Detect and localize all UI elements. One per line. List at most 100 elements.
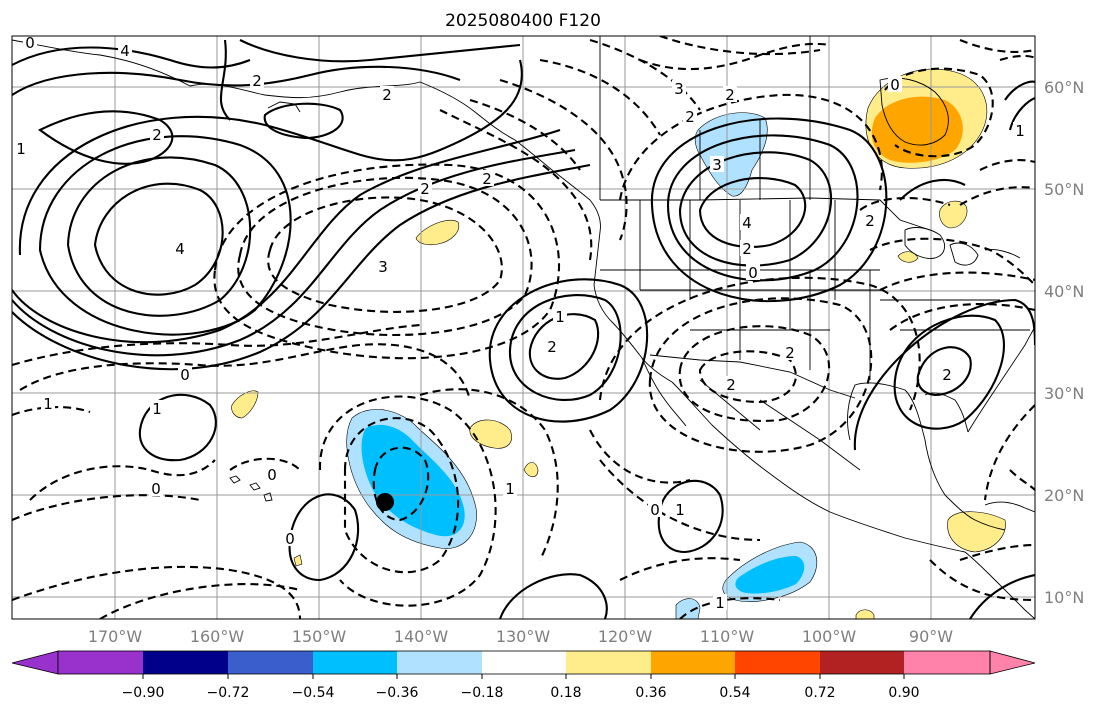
map-title: 2025080400 F120 xyxy=(445,11,601,31)
positive-anomaly-hudson xyxy=(871,96,963,163)
contour-label: 0 xyxy=(888,76,902,94)
coastlines xyxy=(12,39,1035,619)
svg-text:−0.36: −0.36 xyxy=(376,685,419,701)
positive-anomaly-patch-8 xyxy=(293,554,303,567)
svg-text:130°W: 130°W xyxy=(496,627,551,646)
contour-label: 3 xyxy=(376,258,390,276)
colorbar-extend-high xyxy=(989,650,1036,675)
positive-anomaly-patch-4 xyxy=(523,462,539,478)
contour-label: 2 xyxy=(250,72,264,90)
positive-anomaly-patch-3 xyxy=(469,419,512,449)
positive-anomaly-patch-5 xyxy=(939,200,968,229)
colorbar-bin xyxy=(566,651,651,674)
positive-anomaly-patch-6 xyxy=(897,251,919,263)
contour-label: 0 xyxy=(648,501,662,519)
colorbar: −0.90 −0.72 −0.54 −0.36 −0.18 0.18 0.36 … xyxy=(11,650,1036,701)
svg-text:0: 0 xyxy=(748,264,758,282)
svg-text:20°N: 20°N xyxy=(1044,486,1084,505)
contour-label: 2 xyxy=(723,86,737,104)
svg-text:150°W: 150°W xyxy=(292,627,347,646)
svg-text:3: 3 xyxy=(712,156,722,174)
map-frame xyxy=(11,35,1036,620)
contour-label: 1 xyxy=(150,400,164,418)
svg-text:2: 2 xyxy=(742,240,752,258)
contour-label: 1 xyxy=(503,480,517,498)
contour-label: 3 xyxy=(672,80,686,98)
colorbar-bin xyxy=(313,651,397,674)
svg-text:1: 1 xyxy=(1015,122,1025,140)
contour-label: 0 xyxy=(178,366,192,384)
contour-label: 2 xyxy=(683,108,697,126)
svg-text:2: 2 xyxy=(942,366,952,384)
map-panel xyxy=(12,36,1035,619)
negative-anomaly-small-south xyxy=(675,598,701,619)
contour-label: 2 xyxy=(724,376,738,394)
contour-label: 0 xyxy=(265,466,279,484)
svg-text:1: 1 xyxy=(715,594,725,612)
longitude-labels: 170°W 160°W 150°W 140°W 130°W 120°W 110°… xyxy=(88,627,953,646)
svg-text:4: 4 xyxy=(175,240,185,258)
svg-text:2: 2 xyxy=(865,212,875,230)
borders xyxy=(599,36,1030,471)
svg-text:30°N: 30°N xyxy=(1044,384,1084,403)
contour-label: 2 xyxy=(783,344,797,362)
svg-text:1: 1 xyxy=(675,501,685,519)
svg-text:1: 1 xyxy=(505,480,515,498)
svg-text:−0.90: −0.90 xyxy=(122,685,165,701)
svg-text:1: 1 xyxy=(16,140,26,158)
contour-label: 1 xyxy=(553,308,567,326)
colorbar-bin xyxy=(143,651,228,674)
negative-contours xyxy=(12,36,1035,619)
svg-text:2: 2 xyxy=(785,344,795,362)
positive-anomaly-patch-7 xyxy=(947,511,1006,553)
positive-anomaly-patch-9 xyxy=(855,609,875,619)
svg-text:0.36: 0.36 xyxy=(635,685,666,701)
svg-text:2: 2 xyxy=(725,86,735,104)
colorbar-bin xyxy=(651,651,735,674)
svg-text:100°W: 100°W xyxy=(802,627,857,646)
contour-label: 0 xyxy=(283,530,297,548)
contour-label: 2 xyxy=(480,170,494,188)
latitude-labels: 60°N 50°N 40°N 30°N 20°N 10°N xyxy=(1044,78,1084,607)
contour-label: 1 xyxy=(1013,122,1027,140)
contour-label: 2 xyxy=(863,212,877,230)
svg-text:140°W: 140°W xyxy=(394,627,449,646)
svg-text:1: 1 xyxy=(555,308,565,326)
colorbar-bin xyxy=(228,651,313,674)
svg-text:0: 0 xyxy=(180,366,190,384)
contour-label: 3 xyxy=(710,156,724,174)
svg-text:2: 2 xyxy=(252,72,262,90)
contour-label: 2 xyxy=(418,180,432,198)
svg-text:0.72: 0.72 xyxy=(804,685,835,701)
svg-text:10°N: 10°N xyxy=(1044,588,1084,607)
svg-text:60°N: 60°N xyxy=(1044,78,1084,97)
svg-text:0.90: 0.90 xyxy=(888,685,919,701)
positive-contours xyxy=(12,39,1035,619)
svg-text:0: 0 xyxy=(25,34,35,52)
svg-text:2: 2 xyxy=(726,376,736,394)
storm-center-marker xyxy=(376,493,394,511)
colorbar-bin xyxy=(397,651,482,674)
colorbar-bin xyxy=(735,651,820,674)
svg-text:2: 2 xyxy=(685,108,695,126)
svg-text:170°W: 170°W xyxy=(88,627,143,646)
colorbar-tick-labels: −0.90 −0.72 −0.54 −0.36 −0.18 0.18 0.36 … xyxy=(122,685,920,701)
svg-text:3: 3 xyxy=(674,80,684,98)
svg-text:0.18: 0.18 xyxy=(550,685,581,701)
svg-text:2: 2 xyxy=(382,86,392,104)
svg-text:4: 4 xyxy=(120,42,130,60)
colorbar-bin xyxy=(482,651,566,674)
svg-text:1: 1 xyxy=(152,400,162,418)
svg-text:−0.18: −0.18 xyxy=(461,685,504,701)
contour-label: 2 xyxy=(740,240,754,258)
contour-labels: 4 2 2 4 3 4 2 1 2 1 2 2 1 0 0 1 1 0 3 2 … xyxy=(14,34,1027,612)
colorbar-tick-marks xyxy=(142,674,905,679)
colorbar-bin xyxy=(58,651,143,674)
svg-text:2: 2 xyxy=(482,170,492,188)
svg-text:−0.54: −0.54 xyxy=(292,685,335,701)
svg-text:0: 0 xyxy=(151,480,161,498)
positive-anomaly-patch-1 xyxy=(415,219,460,246)
svg-text:2: 2 xyxy=(152,126,162,144)
contour-label: 2 xyxy=(940,366,954,384)
svg-text:40°N: 40°N xyxy=(1044,282,1084,301)
